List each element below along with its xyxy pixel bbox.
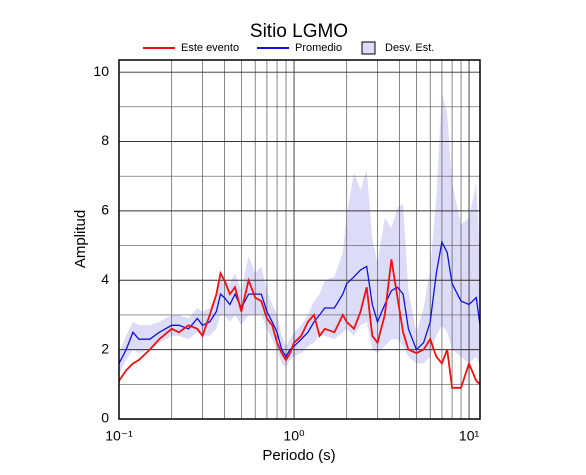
- y-tick-label: 6: [101, 202, 109, 218]
- series-line: [118, 259, 481, 389]
- std-band: [119, 93, 480, 374]
- y-tick-label: 2: [101, 340, 109, 356]
- x-tick-label: 10¹: [459, 428, 480, 444]
- chart-title: Sitio LGMO: [250, 21, 348, 42]
- legend-swatch: [361, 41, 376, 55]
- series-line: [118, 240, 481, 364]
- y-tick-label: 10: [93, 63, 109, 79]
- x-tick-label: 10⁻¹: [105, 428, 133, 444]
- legend-label: Desv. Est.: [385, 42, 434, 54]
- y-tick-label: 0: [101, 410, 109, 426]
- plot-frame: [118, 59, 481, 420]
- legend-label: Este evento: [181, 42, 239, 54]
- x-axis-label: Periodo (s): [262, 447, 335, 464]
- y-tick-label: 4: [101, 271, 109, 287]
- legend-label: Promedio: [295, 42, 342, 54]
- x-tick-label: 10⁰: [283, 428, 305, 444]
- y-axis-label: Amplitud: [72, 210, 89, 268]
- y-tick-label: 8: [101, 132, 109, 148]
